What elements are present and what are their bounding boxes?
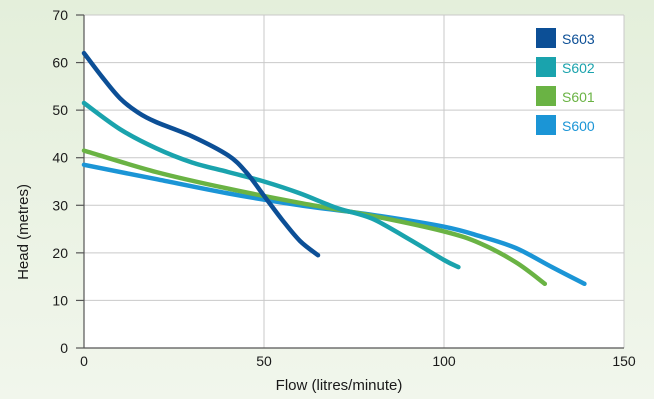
y-axis-title: Head (metres) — [15, 184, 32, 280]
x-tick-label: 100 — [432, 353, 456, 369]
legend: S603 S602 S601 S600 — [536, 28, 595, 135]
legend-label-s602: S602 — [562, 60, 595, 76]
legend-label-s603: S603 — [562, 31, 595, 47]
series-lines — [81, 50, 587, 287]
legend-swatch-s600 — [536, 115, 556, 135]
axes: 0 50 100 150 0 10 20 30 40 50 60 70 — [52, 7, 635, 369]
legend-label-s600: S600 — [562, 118, 595, 134]
series-line-s603 — [81, 50, 321, 258]
y-tick-label: 10 — [52, 292, 68, 308]
x-tick-label: 150 — [612, 353, 636, 369]
y-tick-label: 50 — [52, 102, 68, 118]
x-tick-label: 50 — [256, 353, 272, 369]
y-tick-label: 30 — [52, 197, 68, 213]
y-tick-label: 70 — [52, 7, 68, 23]
y-tick-label: 0 — [60, 340, 68, 356]
series-line-s602 — [81, 100, 461, 270]
y-tick-label: 20 — [52, 245, 68, 261]
x-axis-title: Flow (litres/minute) — [276, 377, 403, 394]
y-tick-label: 60 — [52, 55, 68, 71]
legend-swatch-s603 — [536, 28, 556, 48]
y-tick-label: 40 — [52, 150, 68, 166]
legend-label-s601: S601 — [562, 89, 595, 105]
legend-swatch-s601 — [536, 86, 556, 106]
x-tick-label: 0 — [80, 353, 88, 369]
legend-swatch-s602 — [536, 57, 556, 77]
